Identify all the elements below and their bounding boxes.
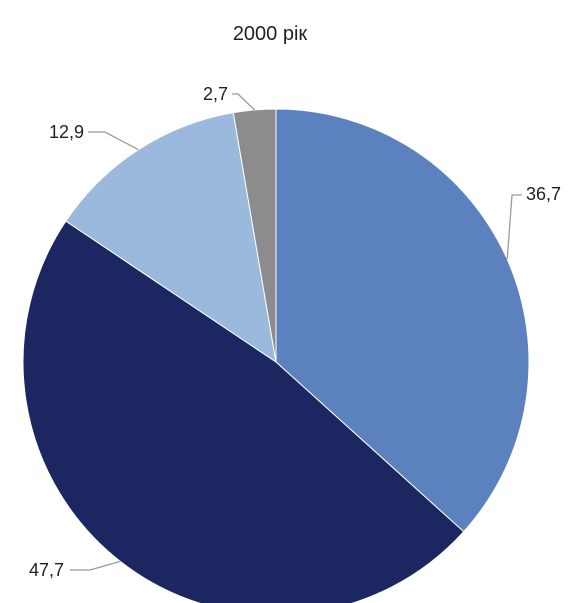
chart-title: 2000 рік [233,23,308,45]
data-label-1: 36,7 [526,184,561,204]
leader-line [506,194,522,260]
leader-lines [70,93,522,571]
data-label-2: 47,7 [29,560,64,580]
data-labels: 36,7 47,7 12,9 2,7 [29,84,561,580]
leader-line [232,93,256,111]
data-label-3: 12,9 [49,122,84,142]
pie-slice-2 [22,220,465,603]
pie-slice-1 [275,108,530,533]
data-label-4: 2,7 [203,84,228,104]
leader-line [70,560,121,571]
pie-slices [22,108,530,603]
pie-slice-3 [65,112,277,364]
leader-line [88,131,139,151]
